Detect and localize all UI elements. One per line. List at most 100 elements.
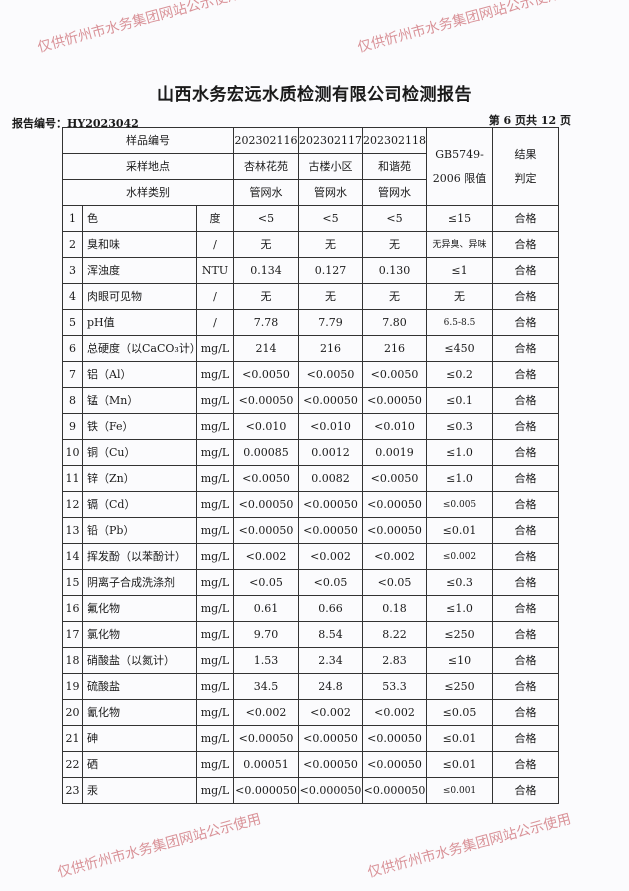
value: 无 [233, 283, 299, 310]
value: 7.79 [298, 309, 363, 336]
value: <0.002 [362, 543, 427, 570]
value: <0.0050 [233, 361, 299, 388]
value: <5 [362, 205, 427, 232]
limit: ≤1 [426, 257, 493, 284]
table-row: 17 氯化物 mg/L 9.70 8.54 8.22 ≤250 合格 [62, 621, 559, 648]
value: <0.010 [233, 413, 299, 440]
row-number: 6 [62, 335, 83, 362]
header-row-type: 水样类别 管网水 管网水 管网水 [62, 179, 559, 206]
row-number: 14 [62, 543, 83, 570]
value: 0.00051 [233, 751, 299, 778]
limit: ≤0.1 [426, 387, 493, 414]
value: <0.05 [362, 569, 427, 596]
table-row: 2 臭和味 / 无无无无异臭、异味 合格 [62, 231, 559, 258]
value: <0.00050 [233, 387, 299, 414]
value: 1.53 [233, 647, 299, 674]
limit: ≤1.0 [426, 595, 493, 622]
limit: ≤0.005 [426, 491, 493, 518]
sample-no: 202302118 [362, 127, 427, 154]
sample-no: 202302116 [233, 127, 299, 154]
table-row: 8 锰（Mn） mg/L <0.00050 <0.00050 <0.00050 ≤0.1 合格 [62, 387, 559, 414]
value: <0.002 [233, 543, 299, 570]
value: <0.00050 [298, 387, 363, 414]
sample-no: 202302117 [298, 127, 363, 154]
row-number: 23 [62, 777, 83, 804]
sample-type: 管网水 [362, 179, 427, 206]
result: 合格 [492, 491, 559, 518]
value: 0.61 [233, 595, 299, 622]
value: 2.34 [298, 647, 363, 674]
value: 7.78 [233, 309, 299, 336]
value: 无 [298, 283, 363, 310]
table-row: 16 氟化物 mg/L 0.61 0.66 0.18 ≤1.0 合格 [62, 595, 559, 622]
value: <0.00050 [298, 725, 363, 752]
table-row: 1 色度 <5 <5 <5 ≤15 合格 [62, 205, 559, 232]
item-name: 总硬度（以CaCO₃计） [82, 335, 201, 362]
value: 0.130 [362, 257, 427, 284]
limit: ≤10 [426, 647, 493, 674]
row-number: 20 [62, 699, 83, 726]
table-row: 23 汞 mg/L <0.000050 <0.000050 <0.000050 ≤0.001… [62, 777, 559, 804]
result: 合格 [492, 621, 559, 648]
value: 216 [298, 335, 363, 362]
value: <0.010 [362, 413, 427, 440]
item-name: 砷 [82, 725, 197, 752]
table-row: 18 硝酸盐（以氮计） mg/L 1.53 2.34 2.83 ≤10 合格 [62, 647, 559, 674]
row-number: 17 [62, 621, 83, 648]
value: <0.00050 [233, 491, 299, 518]
limit: ≤450 [426, 335, 493, 362]
result: 合格 [492, 283, 559, 310]
sample-location: 杏林花苑 [233, 153, 299, 180]
table-row: 6 总硬度（以CaCO₃计） mg/L 214 216 216 ≤450 合格 [62, 335, 559, 362]
limit: 无 [426, 283, 493, 310]
table-row: 20 氰化物 mg/L <0.002 <0.002 <0.002 ≤0.05 合格 [62, 699, 559, 726]
result: 合格 [492, 699, 559, 726]
value: <0.002 [362, 699, 427, 726]
item-name: 镉（Cd） [82, 491, 197, 518]
row-number: 11 [62, 465, 83, 492]
value: 0.134 [233, 257, 299, 284]
page-info: 第 6 页共 12 页 [488, 114, 571, 127]
row-number: 9 [62, 413, 83, 440]
table-row: 5 pH值/7.78 7.79 7.80 6.5-8.5 合格 [62, 309, 559, 336]
item-name: 硒 [82, 751, 197, 778]
item-name: 肉眼可见物 [82, 283, 197, 310]
table-row: 9 铁（Fe） mg/L <0.010 <0.010 <0.010 ≤0.3 合格 [62, 413, 559, 440]
value: <0.00050 [233, 725, 299, 752]
value: 无 [298, 231, 363, 258]
unit: mg/L [196, 543, 234, 570]
item-name: 汞 [82, 777, 197, 804]
result: 合格 [492, 595, 559, 622]
result: 合格 [492, 413, 559, 440]
result: 合格 [492, 543, 559, 570]
unit: mg/L [196, 491, 234, 518]
value: 7.80 [362, 309, 427, 336]
value: <0.05 [233, 569, 299, 596]
unit: mg/L [196, 361, 234, 388]
value: 53.3 [362, 673, 427, 700]
unit: / [196, 231, 234, 258]
value: <0.002 [298, 699, 363, 726]
value: <0.0050 [233, 465, 299, 492]
table-row: 4 肉眼可见物 / 无无无无合格 [62, 283, 559, 310]
limit: ≤0.2 [426, 361, 493, 388]
standard-label: GB5749-2006 限值 [426, 127, 493, 206]
result: 合格 [492, 673, 559, 700]
item-name: 挥发酚（以苯酚计） [82, 543, 197, 570]
row-number: 4 [62, 283, 83, 310]
unit: mg/L [196, 621, 234, 648]
result: 合格 [492, 517, 559, 544]
limit: ≤0.002 [426, 543, 493, 570]
value: <0.00050 [233, 517, 299, 544]
sample-type: 管网水 [298, 179, 363, 206]
limit: 6.5-8.5 [426, 309, 493, 336]
table-row: 19 硫酸盐 mg/L 34.5 24.8 53.3 ≤250 合格 [62, 673, 559, 700]
sample-type: 管网水 [233, 179, 299, 206]
value: <0.010 [298, 413, 363, 440]
value: 9.70 [233, 621, 299, 648]
result: 合格 [492, 725, 559, 752]
result-label: 结果判定 [492, 127, 559, 206]
value: <0.002 [298, 543, 363, 570]
limit: ≤1.0 [426, 439, 493, 466]
